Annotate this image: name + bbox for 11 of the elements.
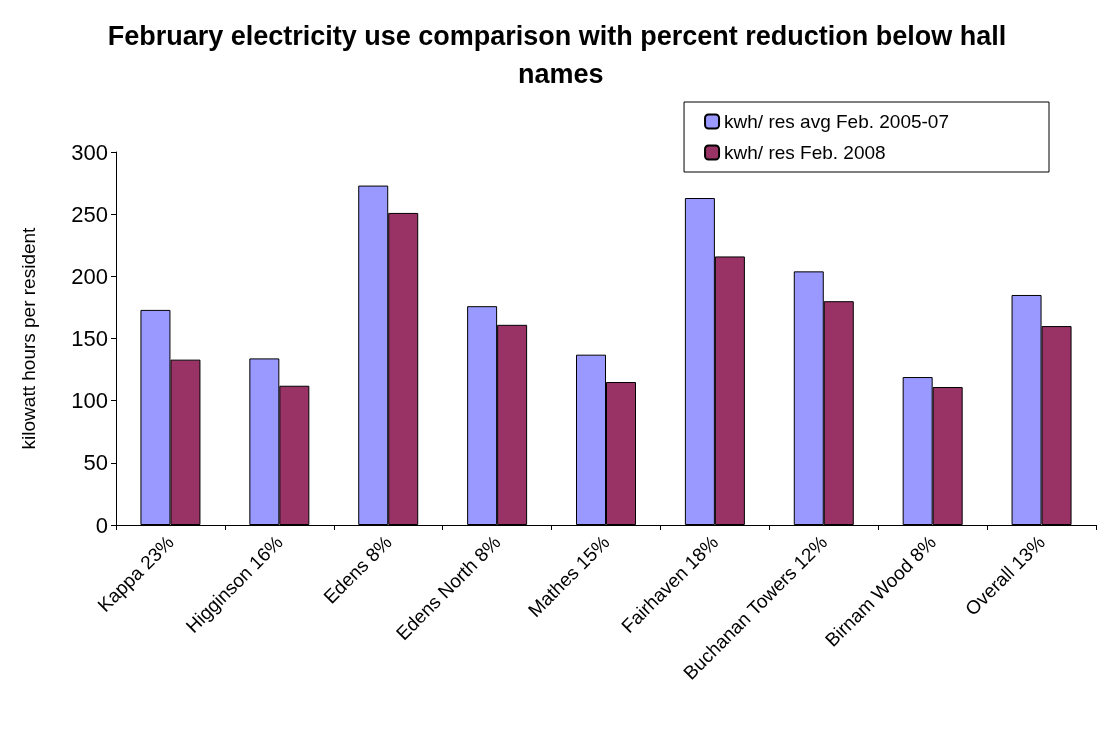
chart-title: February electricity use comparison with percent reduction below hall names [107,21,1007,89]
y-tick-label: 50 [83,450,108,476]
y-tick-label: 200 [71,263,108,289]
y-tick-label: 150 [71,326,108,351]
legend-label: kwh/ res avg Feb. 2005-07 [724,111,950,132]
y-tick-label: 250 [71,201,108,227]
legend-label: kwh/ res Feb. 2008 [724,142,886,163]
y-axis-title: kilowatt hours per resident [18,226,39,450]
y-tick-label: 100 [71,388,108,414]
y-tick-label: 0 [95,512,108,538]
y-tick-label: 300 [71,139,108,165]
